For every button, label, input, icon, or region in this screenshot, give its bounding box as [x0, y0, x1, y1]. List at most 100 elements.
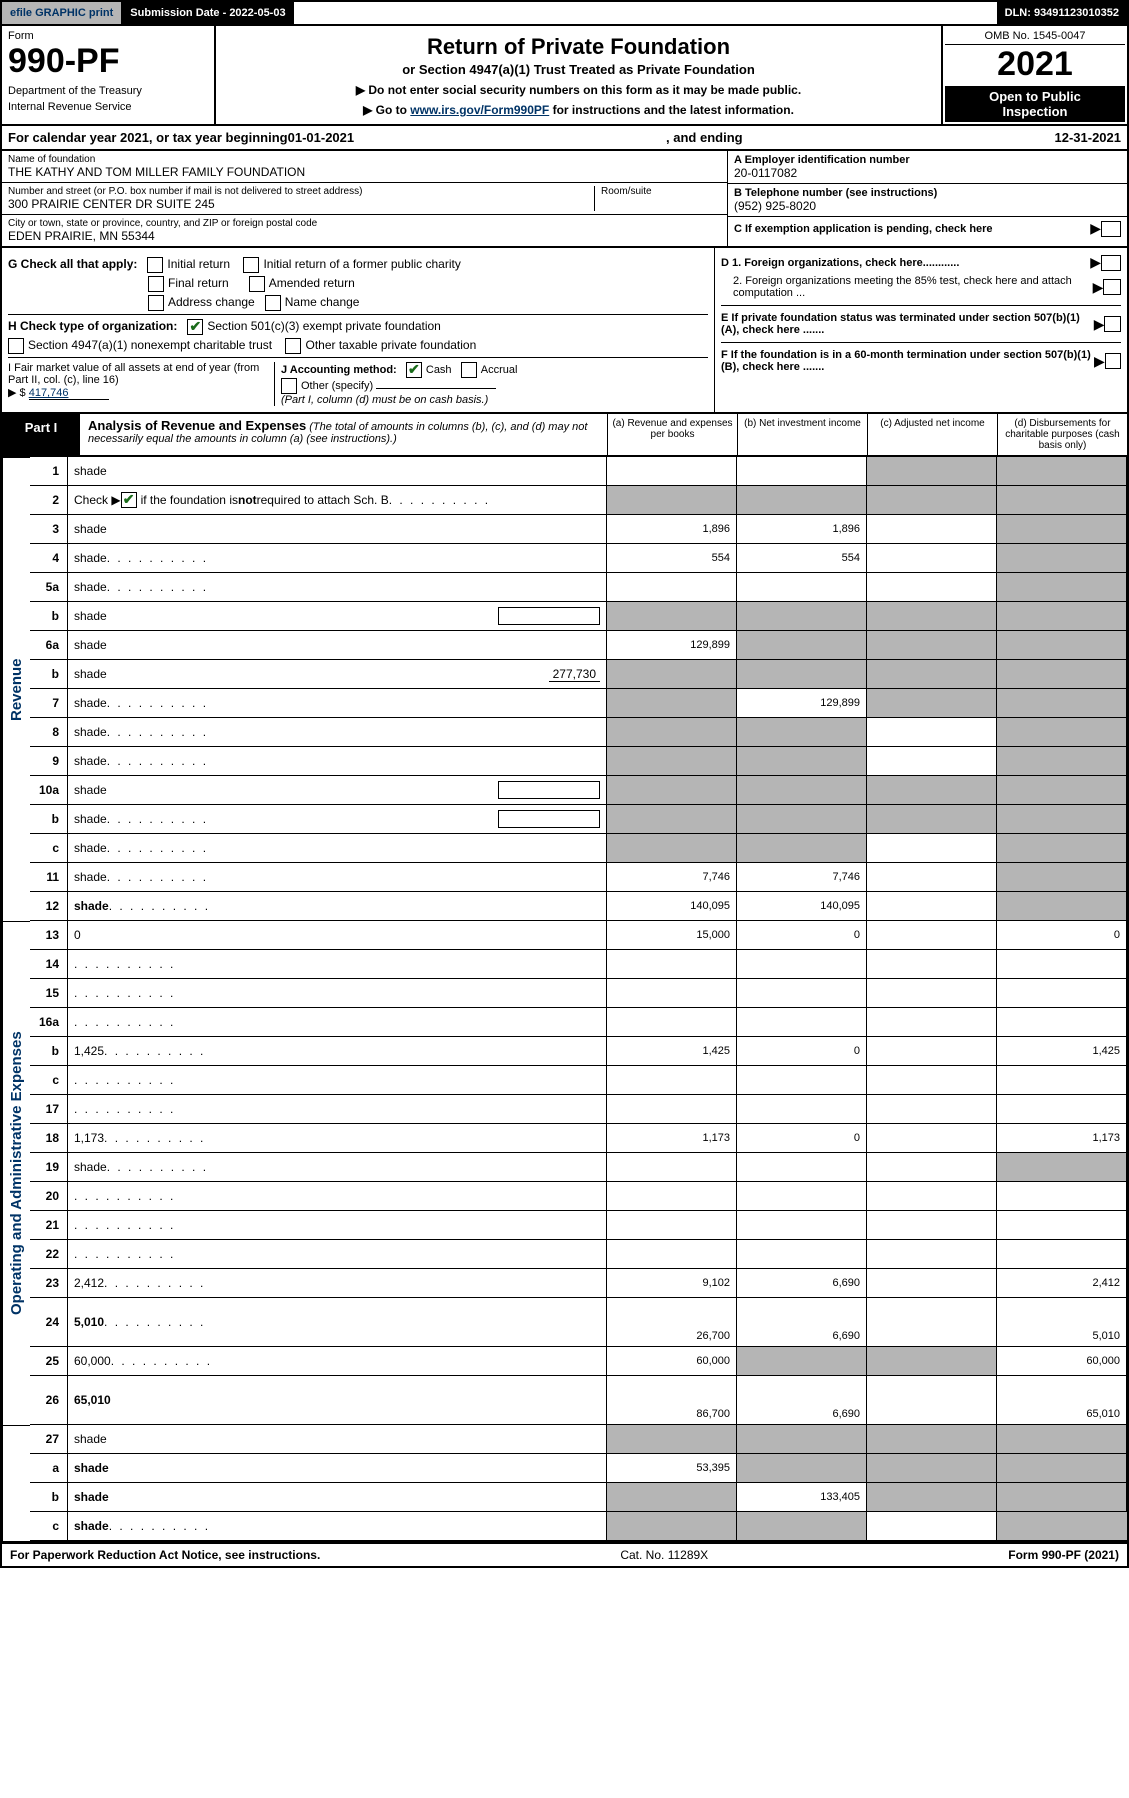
g-name: Name change	[285, 295, 360, 309]
g-initial-checkbox[interactable]	[147, 257, 163, 273]
addr-label: Number and street (or P.O. box number if…	[8, 186, 594, 197]
cell-d	[997, 1240, 1127, 1269]
form-year-block: OMB No. 1545-0047 2021 Open to Public In…	[941, 26, 1127, 124]
line-description: shade	[68, 689, 607, 718]
g-address-checkbox[interactable]	[148, 295, 164, 311]
instr2-prefix: ▶ Go to	[363, 103, 410, 117]
cell-d: 0	[997, 921, 1127, 950]
cell-d	[997, 747, 1127, 776]
g-initial-former-checkbox[interactable]	[243, 257, 259, 273]
cell-a	[607, 486, 737, 515]
form-title: Return of Private Foundation	[222, 34, 935, 60]
line-description: shade	[68, 1425, 607, 1454]
cell-b	[737, 1425, 867, 1454]
cell-b	[737, 1008, 867, 1037]
cell-a	[607, 718, 737, 747]
phone-cell: B Telephone number (see instructions) (9…	[728, 184, 1127, 217]
line-number: 16a	[30, 1008, 68, 1037]
d2-checkbox[interactable]	[1103, 279, 1121, 295]
cell-b	[737, 747, 867, 776]
line-description: 2,412	[68, 1269, 607, 1298]
line-description	[68, 1211, 607, 1240]
j-accrual-checkbox[interactable]	[461, 362, 477, 378]
e-checkbox[interactable]	[1104, 316, 1121, 332]
g-amended-checkbox[interactable]	[249, 276, 265, 292]
part1-header: Part I Analysis of Revenue and Expenses …	[0, 414, 1129, 457]
footer-left: For Paperwork Reduction Act Notice, see …	[10, 1548, 320, 1562]
cell-d	[997, 457, 1127, 486]
cell-c	[867, 1425, 997, 1454]
phone-value: (952) 925-8020	[734, 199, 1121, 213]
line-description: shade	[68, 747, 607, 776]
cell-d	[997, 1066, 1127, 1095]
cell-a: 26,700	[607, 1298, 737, 1347]
j-cash: Cash	[426, 364, 452, 376]
city-label: City or town, state or province, country…	[8, 218, 721, 229]
cell-c	[867, 805, 997, 834]
i-prefix: ▶ $	[8, 387, 26, 399]
g-name-checkbox[interactable]	[265, 295, 281, 311]
line-description: shade	[68, 1483, 607, 1512]
f-checkbox[interactable]	[1105, 353, 1121, 369]
d1-checkbox[interactable]	[1101, 255, 1121, 271]
h-501-checkbox[interactable]	[187, 319, 203, 335]
col-c-header: (c) Adjusted net income	[867, 414, 997, 455]
cell-a: 9,102	[607, 1269, 737, 1298]
main-table: Revenue1shade2Check ▶ if the foundation …	[0, 457, 1129, 1543]
cell-b: 140,095	[737, 892, 867, 921]
j-cash-checkbox[interactable]	[406, 362, 422, 378]
j-other-checkbox[interactable]	[281, 378, 297, 394]
city-state-zip: EDEN PRAIRIE, MN 55344	[8, 229, 721, 243]
open-inspection: Open to Public Inspection	[945, 86, 1125, 122]
line-description	[68, 979, 607, 1008]
g-initial: Initial return	[167, 257, 230, 271]
cell-d	[997, 1008, 1127, 1037]
cell-d: 65,010	[997, 1376, 1127, 1425]
g-final-checkbox[interactable]	[148, 276, 164, 292]
ein-label: A Employer identification number	[734, 154, 1121, 166]
line-description: shade	[68, 776, 607, 805]
h-label: H Check type of organization:	[8, 319, 177, 333]
col-a-header: (a) Revenue and expenses per books	[607, 414, 737, 455]
instructions-link[interactable]: www.irs.gov/Form990PF	[410, 103, 549, 117]
cell-c	[867, 863, 997, 892]
entity-info: Name of foundation THE KATHY AND TOM MIL…	[0, 151, 1129, 248]
line-description: shade	[68, 1153, 607, 1182]
irs-label: Internal Revenue Service	[8, 101, 208, 113]
cell-d: 60,000	[997, 1347, 1127, 1376]
c-cell: C If exemption application is pending, c…	[728, 217, 1127, 240]
instr-1: ▶ Do not enter social security numbers o…	[222, 83, 935, 97]
ein-cell: A Employer identification number 20-0117…	[728, 151, 1127, 184]
cell-c	[867, 515, 997, 544]
i-value[interactable]: 417,746	[29, 387, 109, 400]
line-number: b	[30, 660, 68, 689]
h-other-checkbox[interactable]	[285, 338, 301, 354]
line-number: a	[30, 1454, 68, 1483]
cell-d	[997, 573, 1127, 602]
line-number: 3	[30, 515, 68, 544]
col-d-header: (d) Disbursements for charitable purpose…	[997, 414, 1127, 455]
cell-c	[867, 1211, 997, 1240]
line-number: c	[30, 1512, 68, 1541]
c-checkbox[interactable]	[1101, 221, 1121, 237]
cell-d	[997, 1483, 1127, 1512]
street-address: 300 PRAIRIE CENTER DR SUITE 245	[8, 197, 594, 211]
line-description: 65,010	[68, 1376, 607, 1425]
h-4947-checkbox[interactable]	[8, 338, 24, 354]
f-label: F If the foundation is in a 60-month ter…	[721, 349, 1094, 373]
schb-checkbox[interactable]	[121, 492, 137, 508]
cell-c	[867, 1298, 997, 1347]
cell-b	[737, 1153, 867, 1182]
cell-b	[737, 660, 867, 689]
line-number: 10a	[30, 776, 68, 805]
efile-print-button[interactable]: efile GRAPHIC print	[2, 2, 122, 24]
cell-c	[867, 1124, 997, 1153]
d2-row: 2. Foreign organizations meeting the 85%…	[721, 275, 1121, 299]
cell-a	[607, 689, 737, 718]
cell-a: 140,095	[607, 892, 737, 921]
j-note: (Part I, column (d) must be on cash basi…	[281, 394, 488, 406]
h-4947: Section 4947(a)(1) nonexempt charitable …	[28, 338, 272, 352]
arrow-icon: ▶	[1090, 254, 1101, 271]
cell-c	[867, 602, 997, 631]
entity-left: Name of foundation THE KATHY AND TOM MIL…	[2, 151, 727, 246]
